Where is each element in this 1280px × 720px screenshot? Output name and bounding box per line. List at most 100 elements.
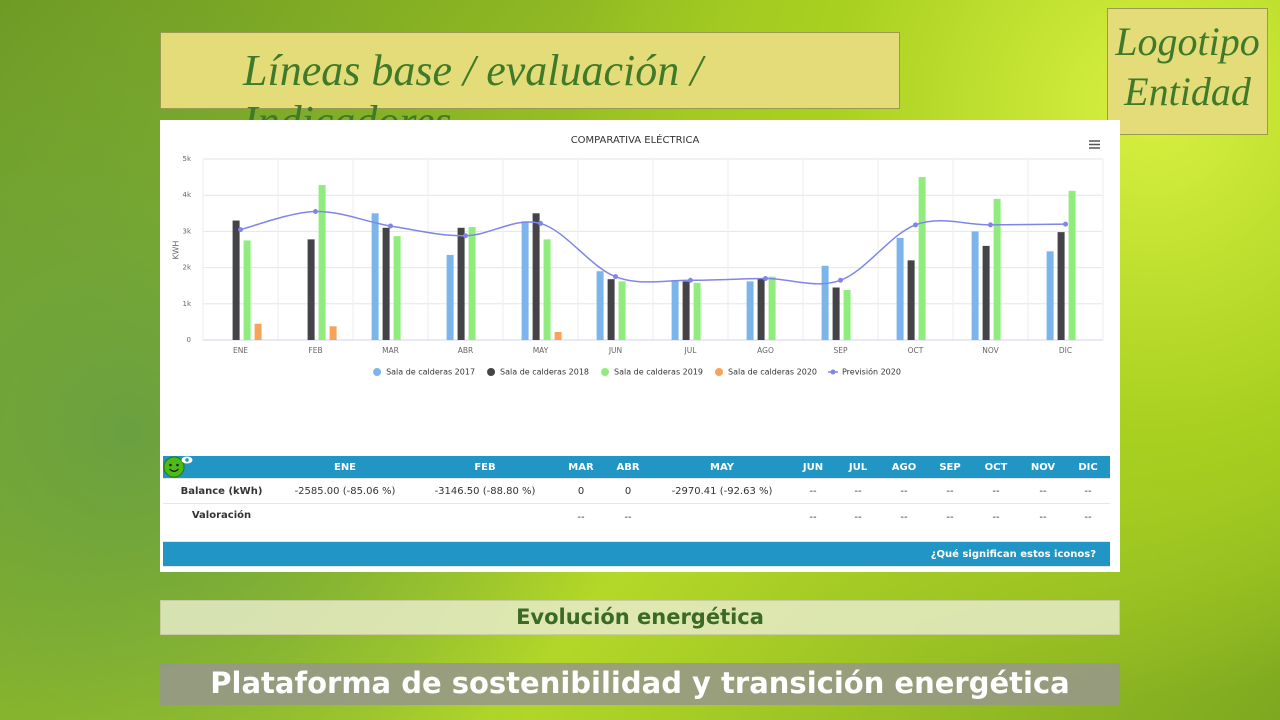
table-footer: ¿Qué significan estos iconos? bbox=[163, 456, 1110, 567]
table-cell: -- bbox=[880, 503, 928, 542]
legend-symbol bbox=[830, 369, 836, 375]
bar bbox=[982, 245, 990, 340]
header-cell bbox=[163, 456, 280, 479]
chart-title: COMPARATIVA ELÉCTRICA bbox=[571, 133, 700, 146]
bar bbox=[1046, 251, 1054, 340]
bar bbox=[243, 240, 251, 340]
forecast-point bbox=[613, 274, 618, 280]
bar bbox=[393, 236, 401, 340]
header-cell: SEP bbox=[928, 456, 972, 479]
table-cell: -- bbox=[836, 478, 880, 504]
legend-label: Sala de calderas 2019 bbox=[614, 368, 703, 377]
x-tick-label: AGO bbox=[757, 346, 774, 355]
bar bbox=[896, 237, 904, 340]
x-tick-label: ABR bbox=[458, 346, 474, 355]
bar bbox=[618, 281, 626, 340]
forecast-point bbox=[238, 227, 243, 233]
y-axis-label: KWH bbox=[172, 241, 181, 260]
forecast-point bbox=[688, 277, 693, 283]
forecast-point bbox=[838, 277, 843, 283]
bar bbox=[521, 221, 529, 340]
logo: Logotipo Entidad bbox=[1107, 8, 1268, 135]
rating-cell bbox=[163, 456, 790, 542]
header-cell: JUN bbox=[790, 456, 836, 479]
header-cell: NOV bbox=[1020, 456, 1066, 479]
forecast-point bbox=[988, 222, 993, 228]
x-tick-label: OCT bbox=[908, 346, 924, 355]
header-cell: AGO bbox=[880, 456, 928, 479]
y-tick-label: 2k bbox=[182, 264, 191, 272]
table-cell: -- bbox=[602, 503, 654, 542]
eye-icon[interactable] bbox=[181, 456, 193, 464]
bar bbox=[843, 290, 851, 340]
chart: COMPARATIVA ELÉCTRICA KWH 0 1k 2k 3k 4k 5k ENE… bbox=[172, 133, 1104, 377]
forecast-point bbox=[913, 222, 918, 228]
header-cell: OCT bbox=[972, 456, 1020, 479]
slide-title: Líneas base / evaluación / Indicadores bbox=[160, 32, 900, 146]
header-cell: JUL bbox=[836, 456, 880, 479]
bar bbox=[468, 227, 476, 340]
bar bbox=[918, 177, 926, 340]
rating-cell bbox=[163, 456, 410, 542]
table-cell: -- bbox=[790, 503, 836, 542]
legend-label: Previsión 2020 bbox=[842, 367, 901, 377]
bar bbox=[307, 239, 315, 340]
rating-cell bbox=[163, 456, 560, 542]
bar bbox=[543, 239, 551, 340]
bar bbox=[382, 227, 390, 340]
table-row: Balance (kWh) -2585.00 (-85.06 %) -3146.50… bbox=[163, 478, 1110, 504]
table-cell: -- bbox=[928, 503, 972, 542]
balance-table: ENE FEB MAR ABR MAY JUN JUL AGO SEP OCT NOV DIC Bal… bbox=[163, 456, 1110, 567]
legend-symbol bbox=[373, 368, 382, 376]
forecast-point bbox=[463, 233, 468, 239]
x-tick-label: NOV bbox=[982, 346, 999, 355]
header-cell: FEB bbox=[410, 456, 560, 479]
table-cell: 0 bbox=[560, 478, 602, 504]
table-cell: -- bbox=[790, 478, 836, 504]
forecast-point bbox=[538, 220, 543, 226]
legend: Sala de calderas 2017 Sala de calderas 20… bbox=[373, 367, 901, 377]
bar bbox=[318, 185, 326, 340]
legend-item[interactable]: Sala de calderas 2019 bbox=[601, 368, 703, 377]
bar bbox=[832, 287, 840, 340]
x-tick-label: MAR bbox=[382, 346, 399, 355]
table-cell: -- bbox=[560, 503, 602, 542]
header-cell: MAY bbox=[654, 456, 790, 479]
bar bbox=[607, 279, 615, 340]
row-label: Valoración bbox=[163, 503, 280, 542]
bar bbox=[693, 282, 701, 340]
y-tick-label: 0 bbox=[187, 336, 191, 344]
logo-line: Logotipo bbox=[1115, 19, 1260, 64]
bar bbox=[757, 278, 765, 340]
smiley-icon bbox=[163, 456, 185, 478]
bar bbox=[457, 227, 465, 340]
legend-item[interactable]: Sala de calderas 2017 bbox=[373, 368, 475, 377]
x-tick-label: DIC bbox=[1059, 346, 1072, 355]
x-tick-label: JUN bbox=[608, 346, 622, 355]
menu-button[interactable] bbox=[1088, 138, 1102, 152]
table-cell: -- bbox=[972, 503, 1020, 542]
legend-label: Sala de calderas 2018 bbox=[500, 368, 589, 377]
forecast-point bbox=[313, 208, 318, 214]
table-cell: -3146.50 (-88.80 %) bbox=[410, 478, 560, 504]
header-cell: MAR bbox=[560, 456, 602, 479]
legend-label: Sala de calderas 2017 bbox=[386, 368, 475, 377]
forecast-line bbox=[240, 210, 1066, 285]
bar bbox=[746, 281, 754, 340]
y-tick-label: 3k bbox=[182, 227, 191, 235]
table-cell: -- bbox=[1066, 503, 1110, 542]
y-tick-label: 5k bbox=[182, 155, 191, 163]
logo-line: Entidad bbox=[1124, 69, 1251, 114]
bar bbox=[768, 276, 776, 340]
legend-item[interactable]: Previsión 2020 bbox=[828, 367, 901, 377]
legend-item[interactable]: Sala de calderas 2018 bbox=[487, 368, 589, 377]
forecast-point bbox=[1063, 221, 1068, 227]
row-label: Balance (kWh) bbox=[163, 478, 280, 504]
legend-item[interactable]: Sala de calderas 2020 bbox=[715, 368, 817, 377]
x-tick-label: MAY bbox=[533, 346, 549, 355]
x-tick-label: ENE bbox=[233, 346, 248, 355]
x-tick-label: JUL bbox=[684, 346, 698, 355]
help-link[interactable]: ¿Qué significan estos iconos? bbox=[930, 548, 1096, 560]
bar bbox=[1068, 190, 1076, 340]
